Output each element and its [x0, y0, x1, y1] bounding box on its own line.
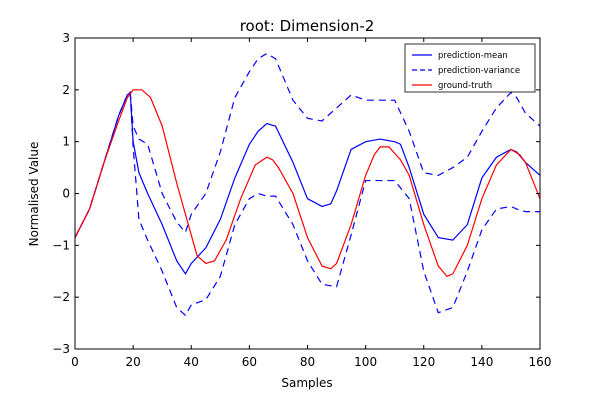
- y-axis-label: Normalised Value: [27, 142, 41, 247]
- x-tick-label: 80: [300, 355, 315, 369]
- x-tick-label: 140: [470, 355, 493, 369]
- x-axis-label: Samples: [281, 376, 332, 390]
- legend-label: prediction-mean: [438, 51, 508, 61]
- y-tick-label: 2: [62, 83, 70, 97]
- x-tick-label: 160: [529, 355, 552, 369]
- y-tick-label: 3: [62, 31, 70, 45]
- y-tick-label: −1: [52, 238, 70, 252]
- y-tick-label: −3: [52, 342, 70, 356]
- legend-label: prediction-variance: [438, 66, 520, 76]
- y-axis: −3 −2 −1 0 1 2 3: [52, 31, 540, 356]
- x-tick-label: 60: [242, 355, 257, 369]
- x-tick-label: 20: [125, 355, 140, 369]
- y-tick-label: −2: [52, 290, 70, 304]
- x-tick-label: 100: [354, 355, 377, 369]
- x-tick-label: 0: [71, 355, 79, 369]
- legend-box: [404, 43, 536, 93]
- y-tick-label: 0: [62, 187, 70, 201]
- series-line-variance-lower: [74, 91, 540, 317]
- plot-area: [74, 52, 541, 317]
- chart-title: root: Dimension-2: [240, 17, 375, 35]
- series-line-variance-upper: [74, 52, 541, 238]
- x-tick-label: 120: [412, 355, 435, 369]
- x-tick-label: 40: [184, 355, 199, 369]
- y-tick-label: 1: [62, 135, 70, 149]
- x-axis: 0 20 40 60 80 100 120 140 160: [71, 38, 551, 369]
- series-line-ground-truth: [74, 89, 541, 278]
- series-line-prediction-mean: [74, 91, 541, 275]
- legend: prediction-mean prediction-variance ground…: [404, 43, 536, 93]
- legend-label: ground-truth: [438, 81, 492, 91]
